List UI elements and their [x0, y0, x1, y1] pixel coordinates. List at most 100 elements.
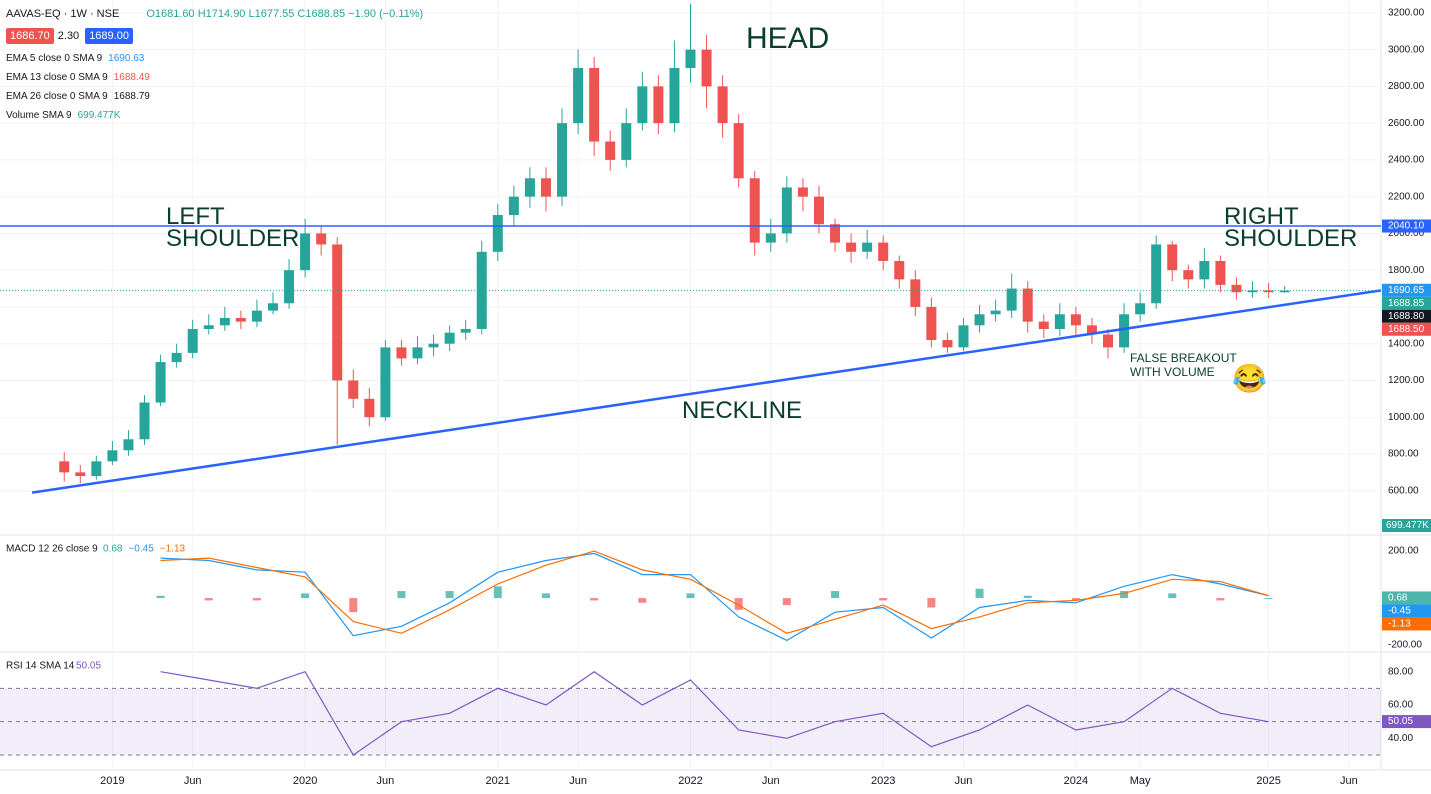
candle-body: [926, 306, 937, 341]
candle-body: [573, 68, 584, 124]
pane-label: RSI 14 SMA 14: [6, 661, 75, 672]
macd-histogram: [397, 591, 406, 599]
y-tick-label: 3000.00: [1388, 44, 1425, 55]
candle-body: [1183, 270, 1194, 280]
candle-body: [765, 233, 776, 243]
y-tick-label: 60.00: [1388, 700, 1413, 711]
price-label-bg: [1382, 309, 1431, 323]
candle-body: [701, 49, 712, 87]
candle-body: [123, 439, 134, 451]
macd-histogram: [734, 598, 743, 610]
y-tick-label: 1800.00: [1388, 265, 1425, 276]
pane-value: 0.68: [103, 544, 123, 555]
price-label-bg: [1382, 715, 1431, 729]
macd-histogram: [879, 598, 888, 601]
candle-body: [1231, 284, 1242, 293]
y-tick-label: 2600.00: [1388, 118, 1425, 129]
study-value: 1690.63: [108, 53, 145, 64]
candle-body: [910, 279, 921, 307]
study-legend: Volume SMA 9 699.477K: [6, 110, 120, 121]
candle-body: [428, 343, 439, 348]
macd-histogram: [638, 598, 647, 603]
macd-histogram: [301, 593, 310, 599]
candle-body: [846, 242, 857, 252]
price-label: 1688.85: [1388, 298, 1425, 309]
price-label-bg: [1382, 296, 1431, 310]
x-tick-label: Jun: [569, 775, 587, 787]
study-label: Volume SMA 9: [6, 110, 72, 121]
candle-body: [621, 123, 632, 160]
candle-body: [219, 317, 230, 326]
candle-body: [235, 317, 246, 322]
study-value: 1688.49: [113, 72, 150, 83]
y-tick-label: 3200.00: [1388, 8, 1425, 19]
x-tick-label: 2021: [486, 775, 510, 787]
candle-body: [1279, 290, 1290, 293]
macd-histogram: [1023, 595, 1032, 599]
symbol[interactable]: AAVAS-EQ · 1W · NSE: [6, 8, 120, 20]
study-legend: EMA 5 close 0 SMA 9 1690.63: [6, 53, 144, 64]
y-tick-label: 2200.00: [1388, 191, 1425, 202]
macd-histogram: [1168, 593, 1177, 599]
annotation: LEFT SHOULDER: [166, 203, 300, 252]
candle-body: [942, 340, 953, 348]
study-label: EMA 5 close 0 SMA 9: [6, 53, 103, 64]
macd-histogram: [927, 598, 936, 608]
candle-body: [1119, 314, 1130, 348]
annotation: FALSE BREAKOUT WITH VOLUME: [1130, 351, 1237, 379]
volume-label-bg: [1382, 519, 1431, 532]
macd-histogram: [975, 588, 984, 599]
candle-body: [749, 178, 760, 243]
pane-value: −1.13: [160, 544, 186, 555]
macd-histogram: [831, 591, 840, 599]
macd-histogram: [493, 586, 502, 599]
macd-line: [160, 552, 1269, 642]
x-tick-label: 2024: [1064, 775, 1088, 787]
candle-body: [1006, 288, 1017, 311]
spread: 2.30: [57, 30, 80, 42]
price-label-bg: [1382, 617, 1431, 631]
price-label: 1688.80: [1388, 311, 1425, 322]
macd-histogram: [590, 598, 599, 601]
x-tick-label: Jun: [184, 775, 202, 787]
candle-body: [155, 362, 166, 403]
macd-line: [160, 550, 1269, 634]
candle-body: [813, 196, 824, 225]
study-value: 699.477K: [77, 110, 121, 121]
macd-histogram: [252, 598, 261, 601]
x-tick-label: Jun: [377, 775, 395, 787]
bid[interactable]: 1686.70: [6, 28, 54, 44]
y-tick-label: 1400.00: [1388, 338, 1425, 349]
y-tick-label: 2000.00: [1388, 228, 1425, 239]
macd-histogram: [686, 593, 695, 599]
candle-body: [797, 187, 808, 197]
x-tick-label: May: [1130, 775, 1151, 787]
x-tick-label: 2022: [678, 775, 702, 787]
macd-histogram: [782, 598, 791, 606]
candle-body: [637, 86, 648, 124]
x-tick-label: 2019: [100, 775, 124, 787]
macd-histogram: [349, 598, 358, 613]
candle-body: [1022, 288, 1033, 322]
ask[interactable]: 1689.00: [85, 28, 133, 44]
price-label-bg: [1382, 219, 1431, 233]
candle-body: [733, 123, 744, 179]
study-label: EMA 26 close 0 SMA 9: [6, 91, 108, 102]
candle-body: [380, 347, 391, 418]
price-label: 1690.65: [1388, 285, 1425, 296]
macd-histogram: [204, 598, 213, 601]
candle-body: [1103, 334, 1114, 348]
candle-body: [1263, 290, 1274, 293]
candle-body: [878, 242, 889, 261]
study-label: EMA 13 close 0 SMA 9: [6, 72, 108, 83]
candle-body: [284, 270, 295, 304]
macd-histogram: [1120, 591, 1129, 599]
study-legend: EMA 26 close 0 SMA 9 1688.79: [6, 91, 150, 102]
x-tick-label: 2020: [293, 775, 317, 787]
symbol-header: AAVAS-EQ · 1W · NSE O1681.60 H1714.90 L1…: [6, 8, 423, 20]
y-tick-label: 40.00: [1388, 733, 1413, 744]
price-label: 2040.10: [1388, 221, 1425, 232]
price-label: 50.05: [1388, 716, 1413, 727]
rsi-line: [160, 670, 1269, 756]
